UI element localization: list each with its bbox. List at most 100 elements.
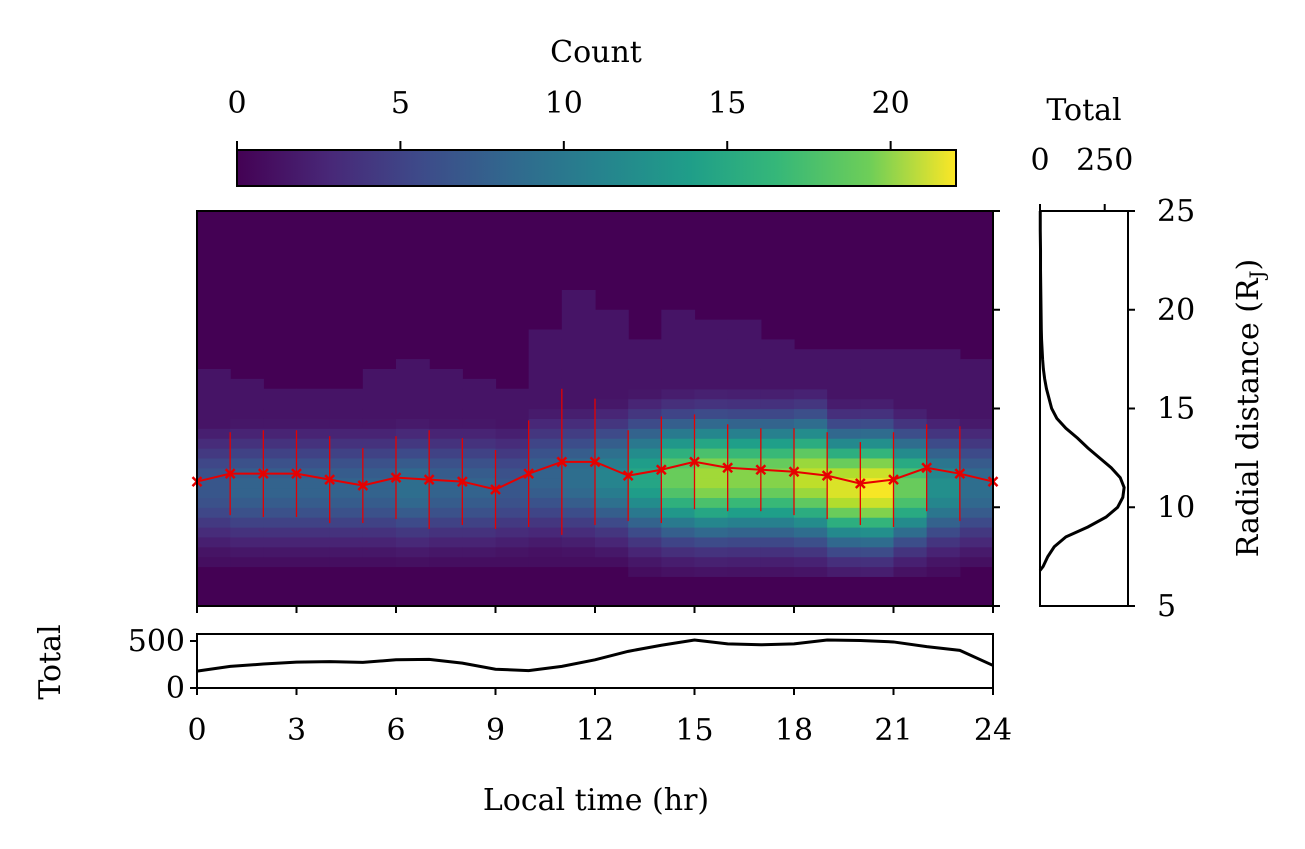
mean-marker-stroke <box>490 484 501 495</box>
mean-marker-stroke <box>854 478 866 489</box>
heatmap-cell <box>561 299 596 311</box>
colorbar-tick-label: 20 <box>872 86 910 121</box>
heatmap-cell <box>694 487 729 498</box>
heatmap-cell <box>263 517 298 528</box>
radial-totals-panel: Total 0 250 5 10 15 20 25 Radial distance (RJ… <box>1030 93 1269 624</box>
heatmap-cell <box>495 477 530 489</box>
heatmap-cell <box>727 457 762 469</box>
heatmap-cell <box>794 369 828 380</box>
heatmap-cell <box>827 507 861 518</box>
heatmap-cell <box>429 369 463 380</box>
heatmap-cell <box>561 497 596 508</box>
heatmap-cell <box>296 527 331 538</box>
heatmap-cell <box>661 556 696 568</box>
heatmap-cell <box>661 497 696 508</box>
heatmap-cell <box>760 477 795 489</box>
mean-markers <box>191 456 999 495</box>
heatmap-cell <box>760 388 795 400</box>
heatmap-cell <box>462 388 497 400</box>
heatmap-cell <box>926 457 961 469</box>
heatmap-cell <box>860 507 895 518</box>
heatmap-cell <box>561 438 596 449</box>
heatmap-cell <box>893 497 928 508</box>
heatmap-cell <box>661 527 696 538</box>
heatmap-cell <box>628 556 662 568</box>
heatmap-cell <box>628 517 662 528</box>
heatmap-cell <box>329 497 364 508</box>
radial-ylabel: Radial distance (RJ) <box>1231 259 1269 558</box>
heatmap-cell <box>561 359 596 370</box>
heatmap-cell <box>827 428 861 439</box>
heatmap-cell <box>197 388 231 400</box>
heatmap-cell <box>661 339 696 350</box>
radial-totals-xtick-label: 250 <box>1076 143 1133 178</box>
heatmap-cell <box>197 527 231 538</box>
heatmap-cell <box>528 448 563 459</box>
heatmap-cell <box>595 378 629 390</box>
heatmap-cell <box>860 517 895 528</box>
heatmap-cell <box>827 527 861 538</box>
heatmap-cell <box>694 339 729 350</box>
heatmap-cell <box>661 369 696 380</box>
heatmap-cell <box>528 438 563 449</box>
heatmap-cell <box>429 546 463 558</box>
colorbar-tick-label: 0 <box>227 86 246 121</box>
heatmap-cell <box>694 507 729 518</box>
heatmap-cell <box>959 546 993 558</box>
mean-marker <box>589 456 601 468</box>
heatmap-cell <box>396 507 430 518</box>
heatmap-cell <box>827 546 861 558</box>
heatmap-cell <box>528 418 563 429</box>
heatmap-cell <box>893 378 928 390</box>
heatmap-cell <box>827 349 861 360</box>
heatmap-cell <box>727 556 762 568</box>
lt-totals-xtick-label: 18 <box>775 713 813 748</box>
heatmap-cell <box>561 556 596 568</box>
heatmap-cell <box>429 408 463 419</box>
heatmap-cell <box>230 418 264 429</box>
lt-totals-xticks: 0 3 6 9 12 15 18 21 24 <box>187 688 1012 748</box>
heatmap-cell <box>561 487 596 498</box>
heatmap-cell <box>959 517 993 528</box>
heatmap-cell <box>860 378 895 390</box>
heatmap-cell <box>628 428 662 439</box>
heatmap-cell <box>661 309 696 321</box>
heatmap-cell <box>760 408 795 419</box>
heatmap-cell <box>760 349 795 360</box>
heatmap-cell <box>329 527 364 538</box>
heatmap-cell <box>263 398 298 410</box>
mean-marker-stroke <box>390 472 402 484</box>
heatmap-cell <box>263 556 298 568</box>
heatmap-cell <box>362 369 397 380</box>
heatmap-cell <box>860 556 895 568</box>
heatmap-cell <box>628 497 662 508</box>
heatmap-cell <box>959 477 993 489</box>
heatmap-cell <box>296 398 331 410</box>
heatmap-cell <box>694 319 729 331</box>
heatmap-cell <box>628 369 662 380</box>
heatmap-cell <box>794 349 828 360</box>
mean-marker <box>821 470 833 482</box>
heatmap-cell <box>362 398 397 410</box>
heatmap-cell <box>926 546 961 558</box>
heatmap-cell <box>329 428 364 439</box>
heatmap-cell <box>462 487 497 498</box>
heatmap-cell <box>528 359 563 370</box>
heatmap-cell <box>495 388 530 400</box>
heatmap-cell <box>462 527 497 538</box>
heatmap-cell <box>727 477 762 489</box>
mean-marker <box>788 466 800 478</box>
lt-totals-ytick-label: 0 <box>166 671 185 706</box>
heatmap-cell <box>263 546 298 558</box>
heatmap-cell <box>926 527 961 538</box>
heatmap-cell <box>959 438 993 449</box>
heatmap-cell <box>528 388 563 400</box>
heatmap-cell <box>263 438 298 449</box>
heatmap-cell <box>362 487 397 498</box>
heatmap-cell <box>362 536 397 548</box>
mean-marker <box>921 462 933 474</box>
heatmap-cell <box>197 487 231 498</box>
lt-totals-xtick-label: 15 <box>675 713 713 748</box>
colorbar-gradient <box>236 149 957 187</box>
